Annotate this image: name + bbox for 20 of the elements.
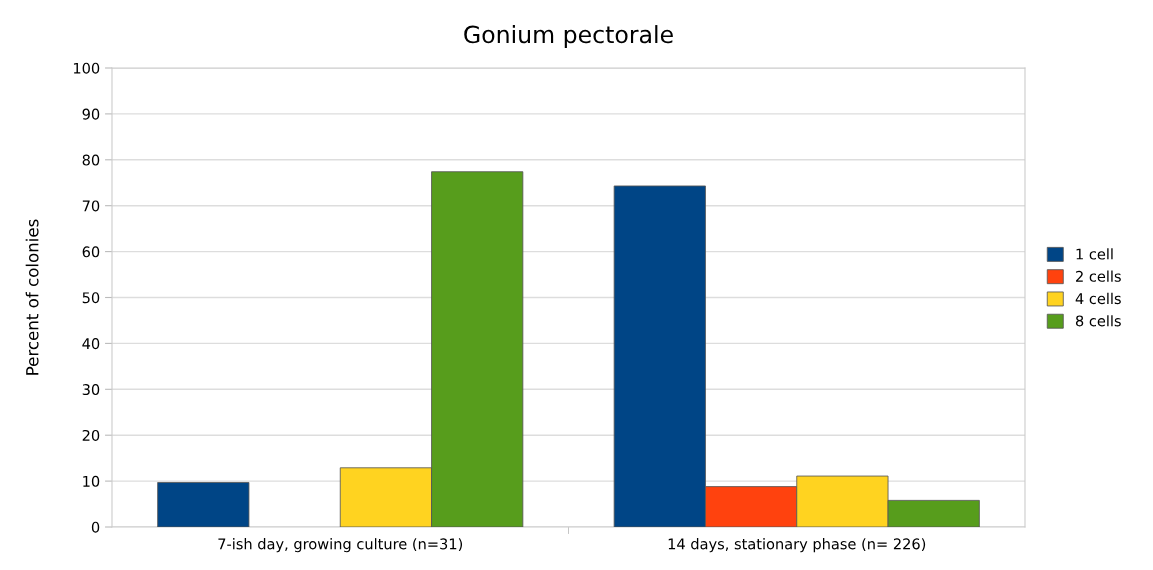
y-tick-label: 80 <box>82 154 100 166</box>
x-tick-label: 14 days, stationary phase (n= 226) <box>668 538 926 553</box>
legend-label: 1 cell <box>1076 248 1113 260</box>
bar <box>157 482 250 527</box>
y-tick-label: 10 <box>83 475 100 487</box>
chart-title: Gonium pectorale <box>464 25 673 48</box>
y-tick-label: 90 <box>82 108 100 120</box>
y-axis-title: Percent of colonies <box>25 219 39 375</box>
legend-label: 4 cells <box>1075 292 1121 305</box>
y-tick-label: 50 <box>82 292 100 304</box>
y-tick-label: 20 <box>82 429 100 441</box>
y-tick-label: 70 <box>82 200 100 212</box>
y-tick-label: 60 <box>82 246 100 258</box>
y-tick-label: 40 <box>82 338 100 350</box>
legend-label: 8 cells <box>1075 315 1121 327</box>
y-tick-label: 30 <box>82 384 100 396</box>
legend-label: 2 cells <box>1076 270 1121 282</box>
y-tick-label: 100 <box>73 62 100 74</box>
x-tick-label: 7-ish day, growing culture (n=31) <box>218 538 463 553</box>
y-tick-label: 0 <box>91 521 100 533</box>
